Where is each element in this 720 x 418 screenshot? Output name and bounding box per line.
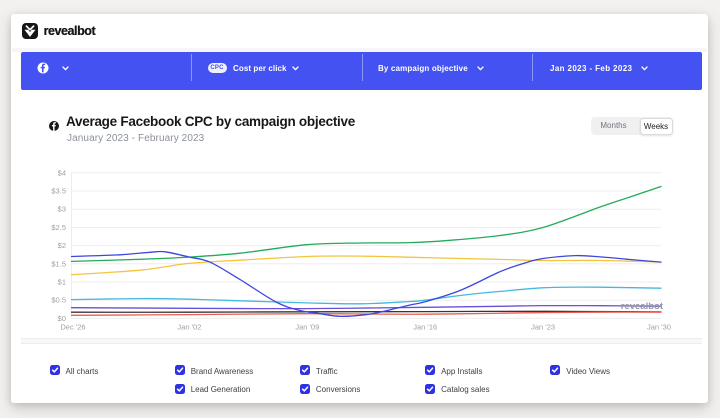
svg-text:$1.5: $1.5	[51, 259, 66, 268]
svg-text:Jan '02: Jan '02	[177, 323, 201, 332]
svg-text:$3: $3	[58, 205, 66, 214]
svg-text:$1: $1	[58, 278, 66, 287]
svg-text:$3.5: $3.5	[51, 187, 66, 196]
svg-text:Jan '09: Jan '09	[295, 323, 319, 332]
svg-text:$0.5: $0.5	[51, 296, 66, 305]
svg-text:Jan '16: Jan '16	[413, 323, 437, 332]
svg-text:$2.5: $2.5	[51, 223, 66, 232]
svg-text:Dec '26: Dec '26	[60, 323, 85, 332]
svg-text:revealbot: revealbot	[621, 301, 664, 312]
svg-text:$2: $2	[58, 241, 66, 250]
svg-text:$0: $0	[58, 314, 66, 323]
svg-text:Jan '30: Jan '30	[647, 323, 671, 332]
svg-text:Jan '23: Jan '23	[531, 323, 555, 332]
svg-text:$4: $4	[58, 168, 66, 177]
